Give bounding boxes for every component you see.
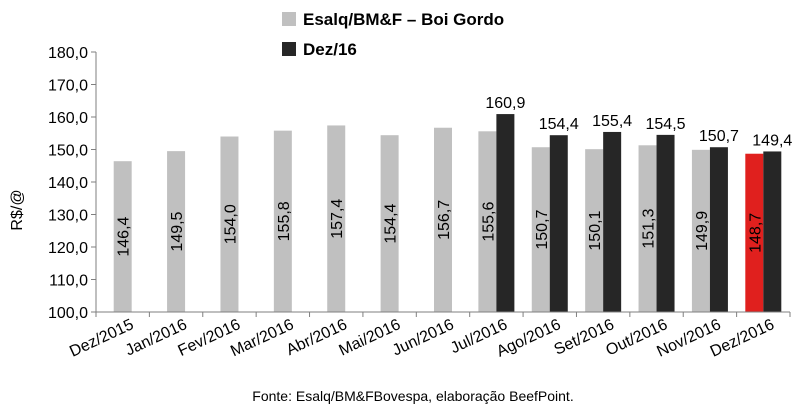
data-label-series-1: 146,4 [116, 216, 133, 256]
data-label-series-2: 155,4 [592, 113, 632, 130]
bar-series-1 [745, 153, 764, 312]
y-tick-label: 120,0 [48, 240, 88, 257]
legend: Esalq/BM&F – Boi Gordo Dez/16 [282, 10, 504, 59]
bar-series-1 [585, 149, 604, 312]
bar-series-1 [167, 151, 186, 312]
bar-series-1 [220, 136, 239, 312]
legend-swatch-series-1 [282, 12, 296, 26]
y-axis-label: R$/@ [9, 189, 26, 230]
bar-series-2 [549, 135, 568, 312]
bar-series-1 [113, 161, 132, 312]
data-label-series-1: 154,4 [383, 203, 400, 243]
bar-series-1 [691, 149, 710, 312]
y-tick-label: 140,0 [48, 175, 88, 192]
data-label-series-1: 155,6 [480, 202, 497, 242]
bar-series-2 [763, 151, 782, 312]
data-label-series-2: 150,7 [699, 128, 739, 145]
data-label-series-1: 148,7 [747, 213, 764, 253]
x-tick-label: Jun/2016 [390, 316, 457, 359]
legend-swatch-series-2 [282, 42, 296, 56]
y-tick-label: 130,0 [48, 208, 88, 225]
y-tick-label: 150,0 [48, 143, 88, 160]
data-label-series-1: 149,9 [694, 211, 711, 251]
y-tick-label: 100,0 [48, 305, 88, 322]
data-label-series-1: 156,7 [436, 200, 453, 240]
data-label-series-1: 154,0 [222, 204, 239, 244]
y-tick-label: 170,0 [48, 78, 88, 95]
data-label-series-1: 149,5 [169, 211, 186, 251]
bar-series-2 [709, 147, 728, 312]
data-label-series-1: 150,7 [534, 209, 551, 249]
data-label-series-1: 157,4 [329, 199, 346, 239]
bar-series-1 [478, 131, 497, 312]
bar-series-1 [273, 130, 292, 312]
data-label-series-1: 150,1 [587, 210, 604, 250]
bar-series-2 [603, 131, 622, 312]
x-tick-label: Dez/2015 [67, 316, 136, 360]
data-label-series-1: 155,8 [276, 201, 293, 241]
legend-label-series-2: Dez/16 [303, 40, 357, 59]
data-label-series-1: 151,3 [641, 209, 658, 249]
x-axis: Dez/2015Jan/2016Fev/2016Mar/2016Abr/2016… [67, 312, 791, 361]
y-tick-label: 180,0 [48, 45, 88, 62]
y-tick-label: 160,0 [48, 110, 88, 127]
y-axis: 100,0 110,0 120,0 130,0 140,0 150,0 160,0 170,0… [48, 45, 96, 322]
bar-series-1 [434, 127, 452, 312]
data-label-series-2: 154,5 [646, 116, 686, 133]
bar-series-1 [380, 135, 399, 312]
bar-series-2 [496, 114, 515, 312]
source-note: Fonte: Esalq/BM&FBovespa, elaboração Bee… [252, 388, 573, 404]
legend-label-series-1: Esalq/BM&F – Boi Gordo [303, 10, 504, 29]
y-tick-label: 110,0 [49, 273, 88, 290]
bar-series-1 [638, 145, 657, 312]
data-label-series-2: 149,4 [752, 132, 792, 149]
data-label-series-2: 160,9 [485, 95, 525, 112]
bars: 146,4 149,5 154,0 155,8 157,4 154,4 156,7 155,6… [113, 95, 792, 312]
bar-series-2 [656, 134, 675, 312]
bar-series-1 [327, 125, 346, 312]
data-label-series-2: 154,4 [539, 116, 579, 133]
bar-series-1 [531, 147, 550, 312]
